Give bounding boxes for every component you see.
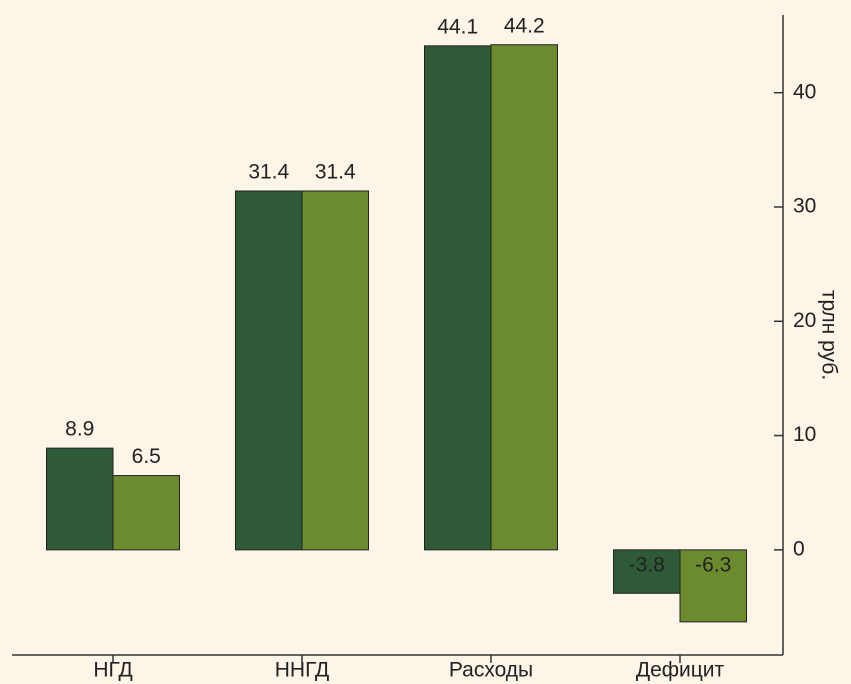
bar xyxy=(46,447,114,551)
bar xyxy=(679,549,747,623)
x-tick-label: Дефицит xyxy=(636,659,725,682)
x-tick-label: Расходы xyxy=(449,659,533,682)
x-tick-label: ННГД xyxy=(275,659,330,682)
data-label: 31.4 xyxy=(315,161,356,184)
y-tick-label: 10 xyxy=(793,423,816,446)
y-tick-label: 30 xyxy=(793,195,816,218)
data-label: 8.9 xyxy=(65,418,94,441)
data-label: 6.5 xyxy=(132,445,161,468)
y-tick-label: 0 xyxy=(793,537,805,560)
x-tick-label: НГД xyxy=(93,659,132,682)
bar xyxy=(235,190,303,551)
data-label: -3.8 xyxy=(629,553,665,576)
data-label: -6.3 xyxy=(695,553,731,576)
data-label: 44.2 xyxy=(504,14,545,37)
bar xyxy=(424,45,492,551)
bar xyxy=(112,475,180,551)
y-tick-label: 20 xyxy=(793,309,816,332)
y-tick-label: 40 xyxy=(793,80,816,103)
data-label: 44.1 xyxy=(437,15,478,38)
bar xyxy=(301,190,369,551)
data-label: 31.4 xyxy=(248,161,289,184)
y-axis-label: трлн руб. xyxy=(817,290,840,380)
bar xyxy=(490,44,558,551)
